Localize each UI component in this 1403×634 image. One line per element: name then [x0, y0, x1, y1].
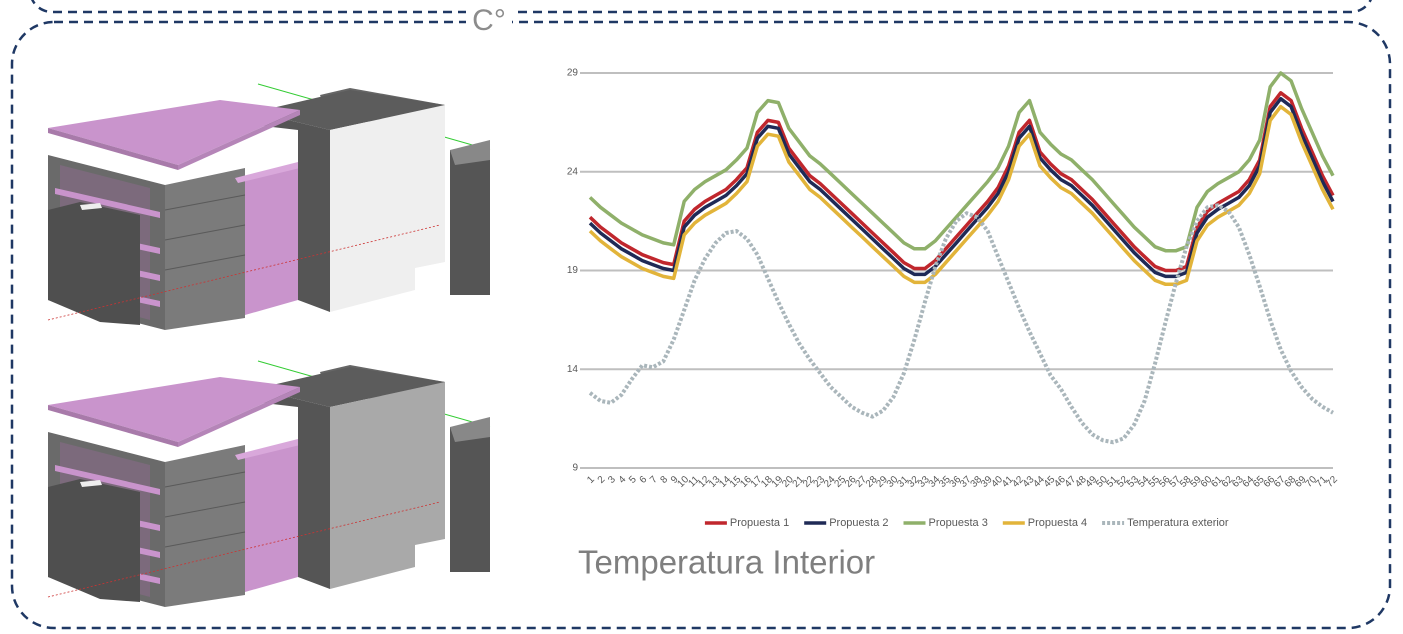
y-tick-label: 9 [572, 463, 578, 474]
x-tick-label: 2 [596, 474, 608, 486]
x-tick-label: 72 [1324, 474, 1340, 490]
legend-label: Propuesta 2 [829, 517, 888, 529]
legend-label: Temperatura exterior [1127, 517, 1229, 529]
x-tick-label: 5 [627, 474, 639, 486]
y-tick-label: 19 [567, 265, 579, 276]
slide: C° [0, 0, 1403, 634]
y-tick-label: 29 [567, 68, 579, 79]
series-line [590, 107, 1333, 285]
legend-label: Propuesta 3 [929, 517, 988, 529]
series-line [590, 99, 1333, 277]
building-render-1 [48, 84, 490, 330]
legend-label: Propuesta 1 [730, 517, 789, 529]
x-tick-label: 8 [659, 474, 671, 486]
series-line [590, 205, 1333, 442]
top-frame [30, 0, 1373, 12]
legend-label: Propuesta 4 [1028, 517, 1087, 529]
x-tick-label: 6 [638, 474, 650, 486]
x-tick-label: 1 [585, 474, 597, 486]
unit-label: C° [472, 4, 506, 37]
x-tick-label: 7 [648, 474, 660, 486]
chart-title: Temperatura Interior [578, 544, 875, 581]
x-tick-label: 4 [617, 474, 629, 486]
building-render-2 [48, 361, 490, 607]
y-tick-label: 24 [567, 166, 579, 177]
page: C° [0, 0, 1403, 634]
series-line [590, 73, 1333, 251]
x-tick-label: 3 [606, 474, 618, 486]
y-tick-label: 14 [567, 364, 579, 375]
